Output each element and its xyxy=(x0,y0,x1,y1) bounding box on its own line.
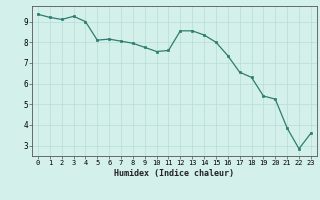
X-axis label: Humidex (Indice chaleur): Humidex (Indice chaleur) xyxy=(115,169,234,178)
